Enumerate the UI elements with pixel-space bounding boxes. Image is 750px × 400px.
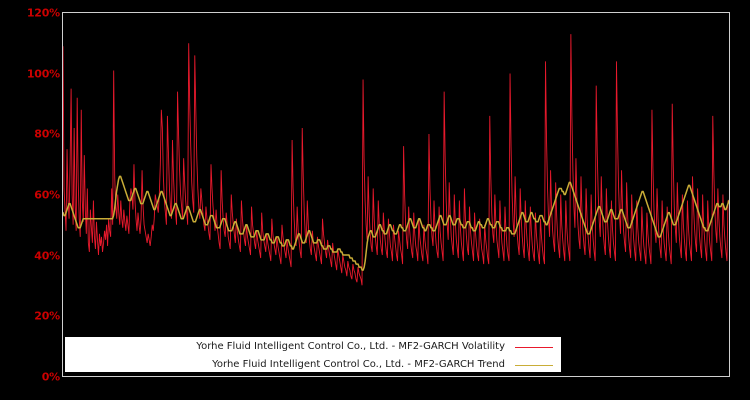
plot-area: [62, 12, 730, 377]
y-tick-0: 120%: [26, 6, 60, 20]
legend-swatch-volatility: [515, 346, 553, 348]
legend-entry-volatility: Yorhe Fluid Intelligent Control Co., Ltd…: [65, 339, 561, 355]
y-tick-1: 100%: [26, 67, 60, 81]
legend-entry-trend: Yorhe Fluid Intelligent Control Co., Ltd…: [65, 357, 561, 373]
y-tick-5: 20%: [34, 309, 60, 323]
y-tick-6: 0%: [41, 370, 60, 384]
series-line-trend: [63, 175, 729, 271]
series-canvas: [63, 34, 729, 286]
legend-swatch-trend: [515, 364, 553, 366]
y-tick-4: 40%: [34, 249, 60, 263]
legend-label-volatility: Yorhe Fluid Intelligent Control Co., Ltd…: [196, 341, 505, 352]
series-line-volatility: [63, 34, 729, 286]
chart-legend: Yorhe Fluid Intelligent Control Co., Ltd…: [65, 337, 561, 372]
y-tick-2: 80%: [34, 127, 60, 141]
y-tick-3: 60%: [34, 188, 60, 202]
legend-label-trend: Yorhe Fluid Intelligent Control Co., Ltd…: [212, 359, 505, 370]
